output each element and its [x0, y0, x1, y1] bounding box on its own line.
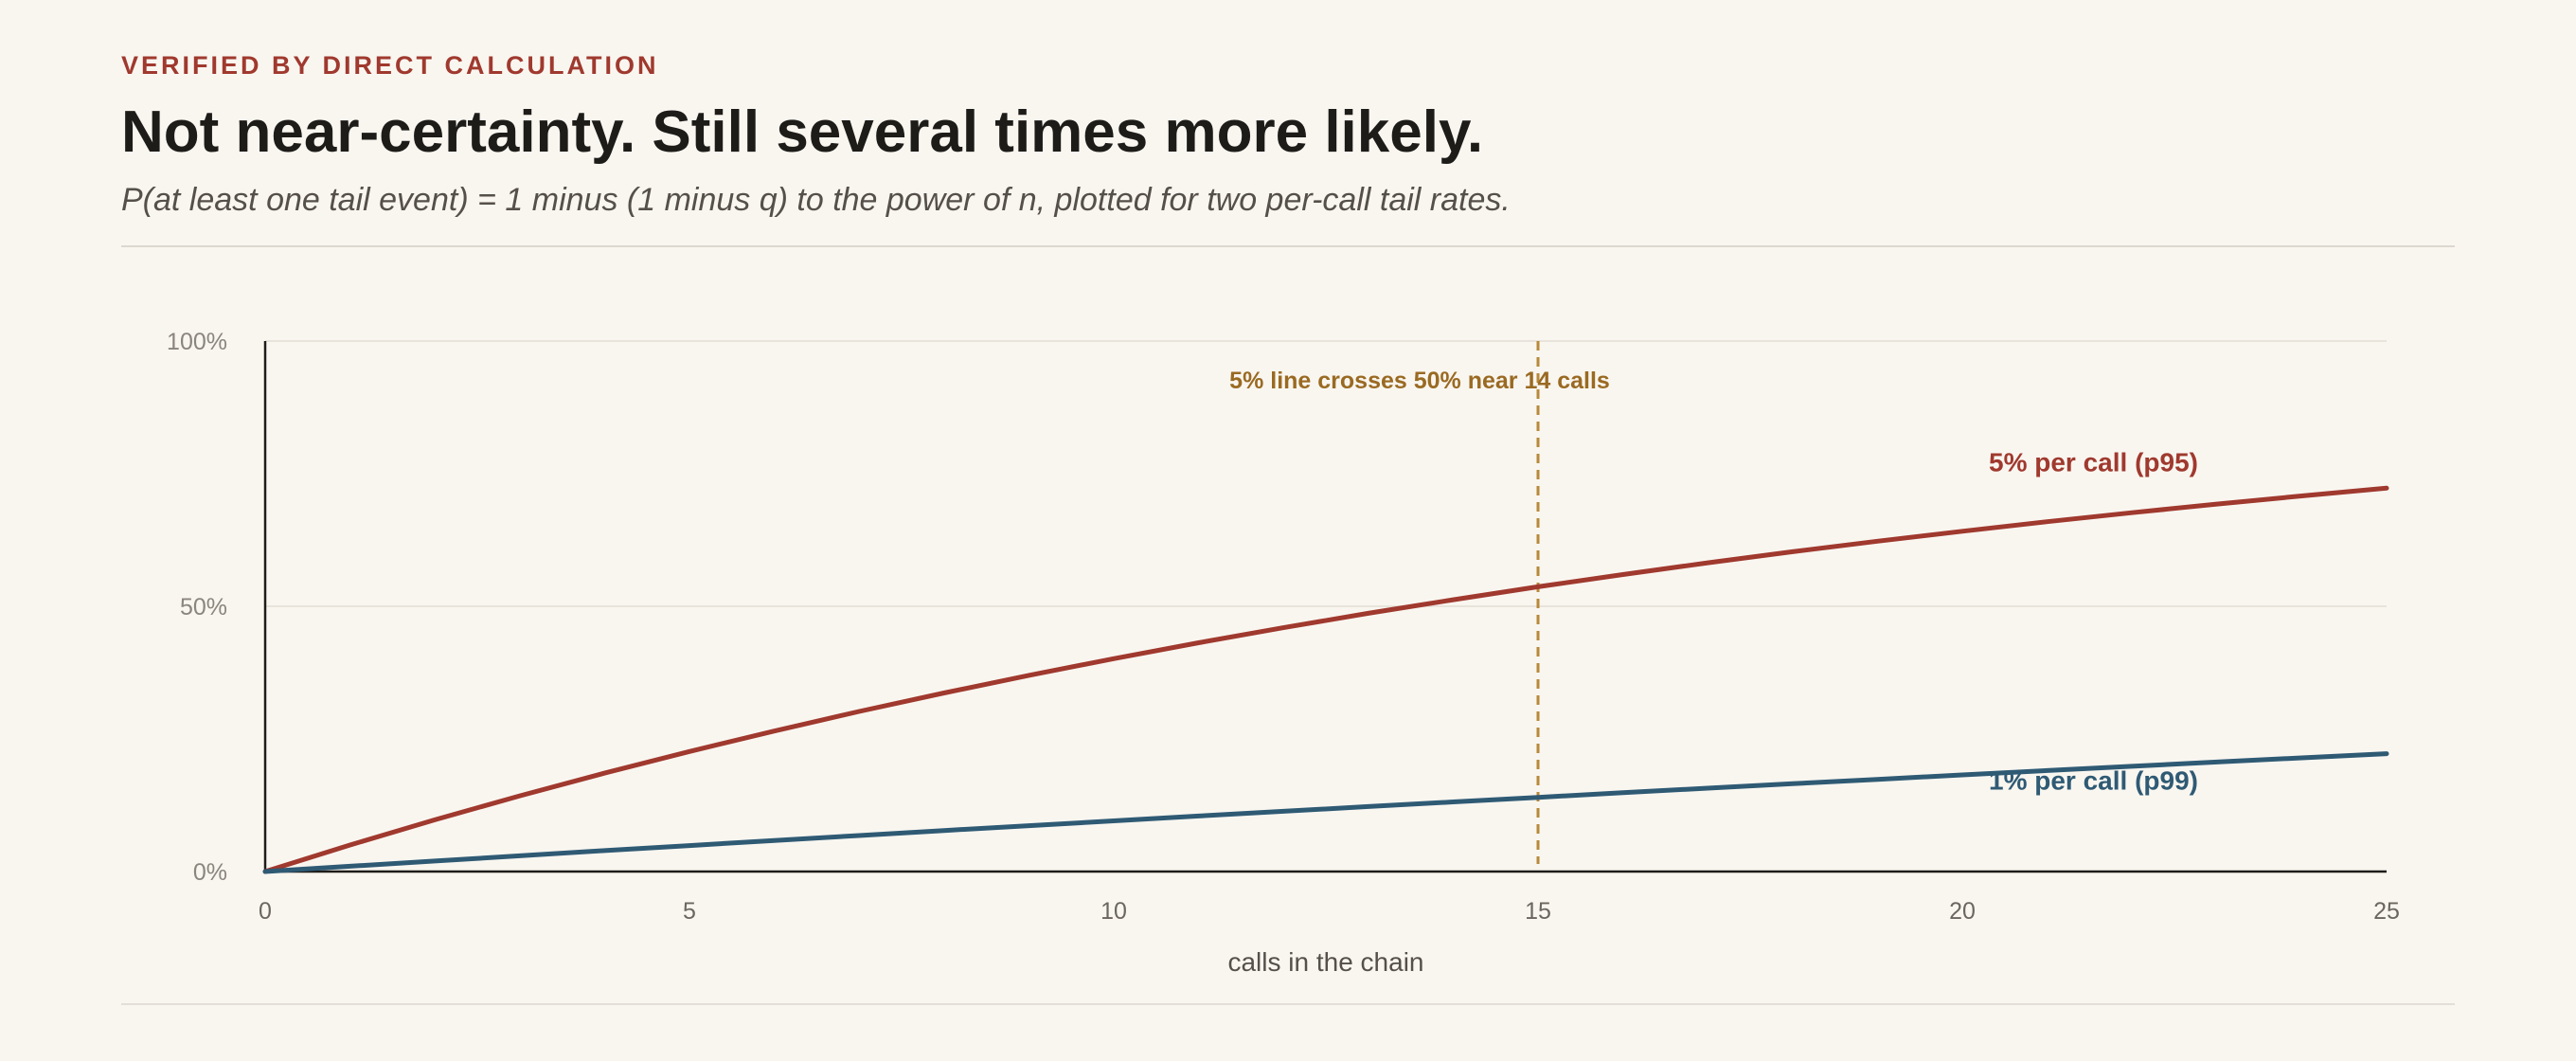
x-tick-label: 5 [683, 898, 696, 925]
axes-layer: 0% 50% 100% 0 5 10 15 20 25 calls in the chain [167, 329, 2400, 977]
series-label: 5% per call (p95) [1989, 447, 2198, 477]
series-line [262, 485, 2389, 874]
series-layer [262, 485, 2389, 874]
footer-divider [121, 1003, 2455, 1005]
chart-title: Not near-certainty. Still several times … [121, 99, 1484, 165]
x-tick-label: 20 [1949, 898, 1976, 925]
x-axis-title: calls in the chain [1227, 947, 1423, 977]
label-layer: 5% line crosses 50% near 14 calls 5% per … [1229, 368, 2198, 796]
grid-layer [265, 340, 2387, 607]
y-tick-label: 0% [193, 859, 227, 886]
x-tick-label: 25 [2373, 898, 2400, 925]
series-line [262, 751, 2389, 874]
chart-subtitle: P(at least one tail event) = 1 minus (1 … [121, 182, 1511, 218]
eyebrow-label: VERIFIED BY DIRECT CALCULATION [121, 51, 659, 80]
header-divider [121, 245, 2455, 247]
x-tick-label: 0 [259, 898, 272, 925]
x-tick-label: 10 [1100, 898, 1127, 925]
series-label: 1% per call (p99) [1989, 766, 2198, 796]
annotation-label: 5% line crosses 50% near 14 calls [1229, 368, 1610, 394]
x-tick-label: 15 [1525, 898, 1551, 925]
y-tick-label: 100% [167, 329, 227, 355]
y-tick-label: 50% [180, 594, 227, 620]
